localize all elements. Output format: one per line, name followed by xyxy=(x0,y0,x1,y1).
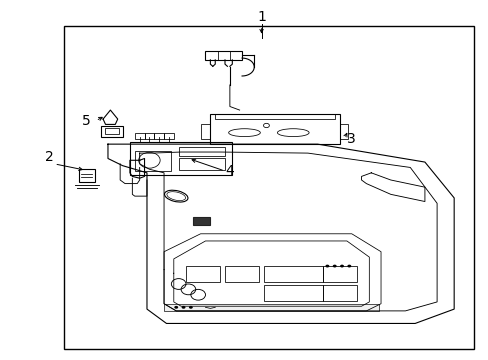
Bar xyxy=(144,134,154,139)
Bar xyxy=(130,142,232,175)
Bar xyxy=(339,125,347,139)
Bar xyxy=(178,147,224,156)
Bar xyxy=(163,304,378,311)
Text: 4: 4 xyxy=(225,164,234,178)
Text: 2: 2 xyxy=(45,150,54,164)
Circle shape xyxy=(332,265,336,267)
Bar xyxy=(264,285,322,301)
Bar xyxy=(185,266,220,282)
Circle shape xyxy=(346,265,350,267)
Circle shape xyxy=(188,306,192,309)
Bar xyxy=(104,128,119,134)
Bar xyxy=(193,217,210,225)
Text: 5: 5 xyxy=(81,114,90,128)
Bar xyxy=(322,266,356,282)
Bar xyxy=(322,285,356,301)
Bar xyxy=(178,158,224,170)
Circle shape xyxy=(181,306,185,309)
Bar xyxy=(205,51,242,60)
Bar xyxy=(224,266,259,282)
Bar xyxy=(101,126,122,137)
Text: 1: 1 xyxy=(257,10,265,24)
Bar xyxy=(135,151,171,171)
Bar xyxy=(163,134,173,139)
Circle shape xyxy=(325,265,329,267)
Bar xyxy=(64,26,473,348)
Bar xyxy=(79,169,95,182)
Bar xyxy=(264,266,322,282)
Bar xyxy=(215,114,334,119)
Circle shape xyxy=(339,265,343,267)
Bar xyxy=(135,134,144,139)
Bar xyxy=(154,134,163,139)
Bar xyxy=(200,125,210,139)
Bar xyxy=(210,114,339,144)
Text: 3: 3 xyxy=(346,132,355,146)
Circle shape xyxy=(174,306,178,309)
